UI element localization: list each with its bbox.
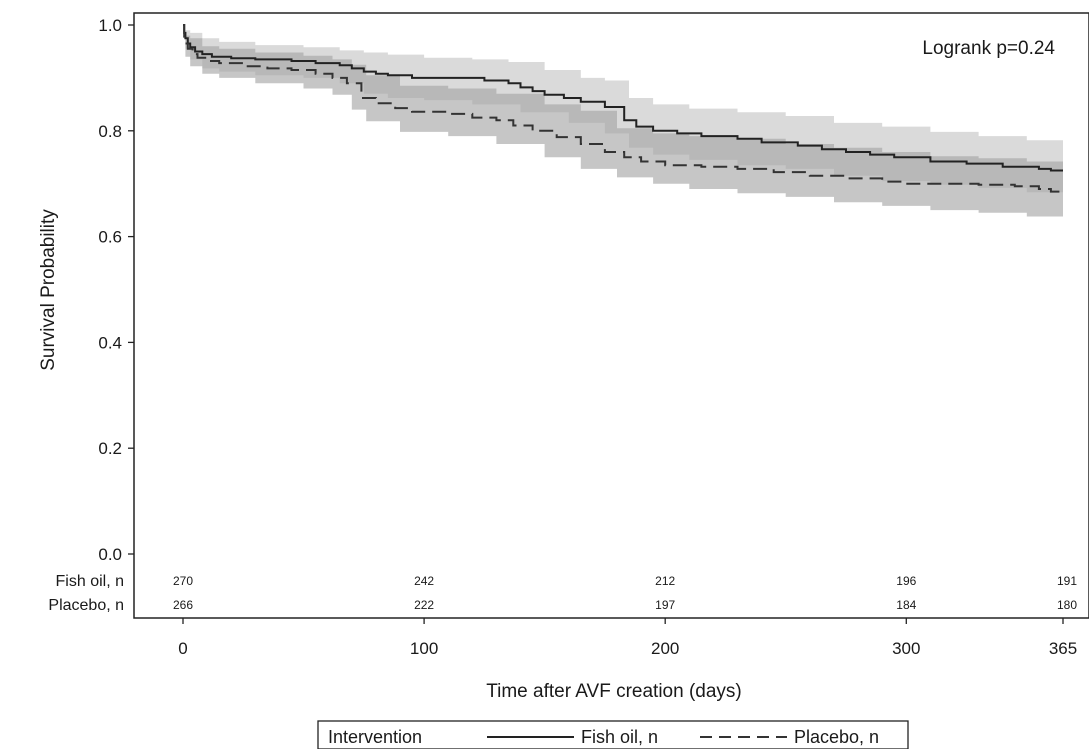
risk-count: 191 xyxy=(1057,574,1077,588)
risk-count: 197 xyxy=(655,598,675,612)
risk-count: 180 xyxy=(1057,598,1077,612)
y-tick-label: 0.8 xyxy=(98,122,122,141)
survival-curve-fish-oil xyxy=(183,24,1063,172)
risk-row-label: Placebo, n xyxy=(48,597,124,614)
x-tick-label: 100 xyxy=(410,639,438,658)
survival-curves xyxy=(183,24,1063,193)
y-tick-label: 0.0 xyxy=(98,545,122,564)
risk-table: Fish oil, n 270 242 212 196 191 Placebo, n 266 2… xyxy=(48,573,1077,614)
y-tick-label: 1.0 xyxy=(98,16,122,35)
y-tick-label: 0.2 xyxy=(98,439,122,458)
y-tick-label: 0.6 xyxy=(98,228,122,247)
risk-row-label: Fish oil, n xyxy=(56,573,124,590)
plot-frame xyxy=(133,12,1089,619)
x-axis: 0 100 200 300 365 xyxy=(178,618,1077,658)
legend-label-placebo: Placebo, n xyxy=(794,727,879,747)
x-tick-label: 200 xyxy=(651,639,679,658)
logrank-annotation: Logrank p=0.24 xyxy=(922,38,1055,59)
legend-label-fish-oil: Fish oil, n xyxy=(581,727,658,747)
confidence-band-placebo xyxy=(183,25,1063,221)
confidence-bands xyxy=(183,25,1063,221)
risk-count: 196 xyxy=(896,574,916,588)
legend-box xyxy=(317,720,909,749)
y-axis-title: Survival Probability xyxy=(38,209,59,371)
y-tick-label: 0.4 xyxy=(98,333,122,352)
legend-title: Intervention xyxy=(328,727,422,747)
y-axis: 0.0 0.2 0.4 0.6 0.8 1.0 xyxy=(98,16,134,564)
risk-count: 222 xyxy=(414,598,434,612)
x-tick-label: 0 xyxy=(178,639,187,658)
x-tick-label: 300 xyxy=(892,639,920,658)
risk-count: 242 xyxy=(414,574,434,588)
risk-count: 184 xyxy=(896,598,916,612)
x-axis-title: Time after AVF creation (days) xyxy=(486,681,742,702)
risk-count: 266 xyxy=(173,598,193,612)
survival-curve-placebo xyxy=(183,24,1063,193)
risk-count: 270 xyxy=(173,574,193,588)
x-tick-label: 365 xyxy=(1049,639,1077,658)
risk-count: 212 xyxy=(655,574,675,588)
legend: Intervention Fish oil, n Placebo, n xyxy=(317,720,909,749)
